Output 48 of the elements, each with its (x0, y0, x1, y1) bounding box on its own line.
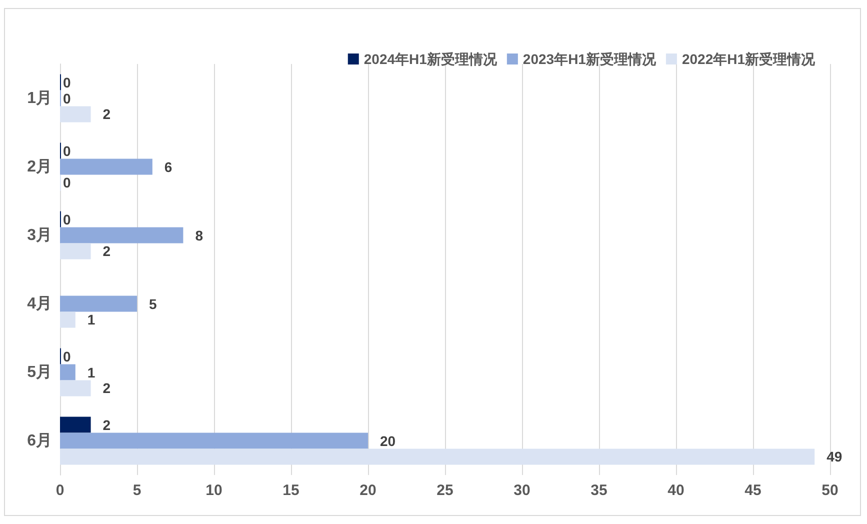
x-tick-label: 25 (436, 482, 454, 499)
y-tick-label: 1月 (27, 90, 52, 107)
data-label: 8 (195, 227, 204, 244)
x-tick-label: 5 (132, 482, 142, 499)
data-label: 1 (87, 312, 96, 328)
bar (60, 106, 91, 122)
y-tick-label: 2月 (27, 158, 52, 176)
x-tick-label: 35 (590, 482, 608, 499)
bar (60, 416, 91, 433)
data-label: 5 (149, 296, 157, 312)
bar (60, 448, 815, 465)
y-tick-label: 6月 (27, 432, 52, 450)
legend-label: 2023年H1新受理情况 (522, 51, 657, 67)
bar (60, 296, 137, 312)
legend-label: 2024年H1新受理情况 (364, 51, 498, 67)
data-label: 2 (102, 243, 111, 260)
data-label: 2 (102, 106, 111, 122)
data-label: 6 (164, 158, 172, 175)
x-tick-label: 20 (360, 482, 376, 499)
data-label: 0 (63, 90, 71, 106)
x-tick-label: 40 (668, 482, 684, 499)
x-tick-label: 50 (822, 482, 838, 499)
data-label: 49 (826, 448, 842, 465)
x-tick-label: 0 (56, 482, 64, 499)
x-tick-label: 10 (206, 482, 222, 499)
bar (60, 243, 91, 260)
data-label: 0 (63, 142, 71, 159)
data-label: 2 (102, 416, 111, 433)
data-label: 0 (63, 74, 71, 90)
bar (60, 312, 76, 328)
bar (60, 227, 184, 244)
data-label: 0 (63, 174, 71, 191)
bar (60, 432, 368, 449)
bar (60, 158, 152, 175)
y-tick-label: 3月 (27, 226, 52, 244)
bar (60, 364, 76, 380)
data-label: 2 (102, 380, 111, 396)
x-tick-label: 45 (744, 482, 762, 499)
y-tick-label: 4月 (27, 295, 52, 312)
data-label: 0 (63, 211, 71, 228)
x-tick-label: 30 (514, 482, 530, 499)
data-label: 0 (63, 348, 71, 364)
bar (60, 380, 91, 396)
x-tick-label: 15 (282, 482, 300, 499)
legend-label: 2022年H1新受理情况 (682, 51, 816, 67)
data-label: 20 (380, 432, 396, 449)
data-label: 1 (87, 364, 96, 380)
y-tick-label: 5月 (27, 364, 52, 381)
